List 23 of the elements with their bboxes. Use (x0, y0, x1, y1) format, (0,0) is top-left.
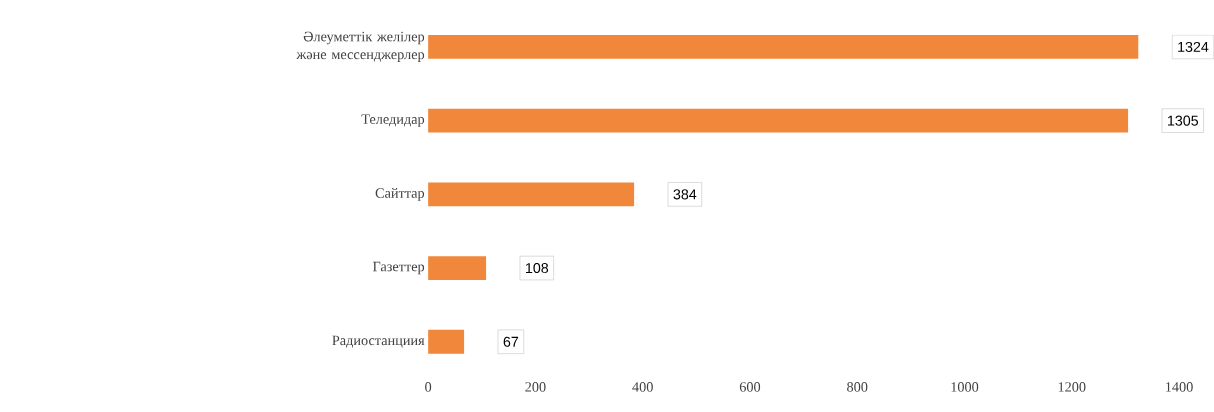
x-tick-label: 1200 (1058, 381, 1086, 392)
data-label: 67 (503, 336, 519, 347)
y-tick-label: Радиостанциия (332, 335, 425, 348)
y-tick-label: Газеттер (372, 261, 425, 274)
bar (428, 329, 465, 354)
data-label: 1305 (1168, 115, 1199, 126)
y-tick-label: Әлеуметтік желілер және мессенджерлер (296, 31, 425, 62)
x-tick-label: 1400 (1166, 381, 1193, 392)
bar (428, 182, 635, 207)
x-tick-label: 200 (525, 381, 546, 392)
x-tick-label: 1000 (951, 381, 979, 392)
x-tick-label: 800 (847, 381, 868, 392)
x-tick-label: 600 (739, 381, 761, 392)
bar (428, 255, 487, 280)
x-tick-label: 400 (632, 381, 653, 392)
data-label: 1324 (1178, 41, 1209, 52)
data-label: 108 (526, 262, 549, 273)
y-tick-label: Сайттар (375, 187, 425, 201)
bar (428, 108, 1129, 133)
bar (428, 34, 1139, 59)
data-label: 384 (673, 189, 697, 200)
x-tick-label: 0 (425, 381, 432, 392)
y-tick-label: Теледидар (361, 114, 425, 127)
